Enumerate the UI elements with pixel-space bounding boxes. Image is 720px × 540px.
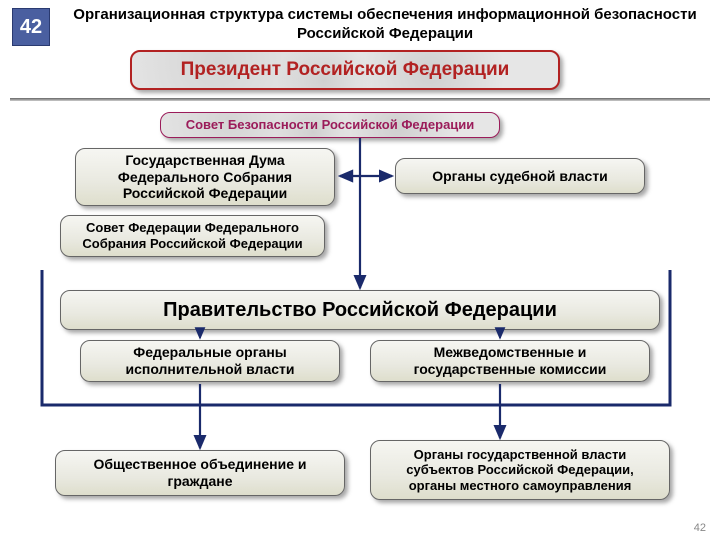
node-regional: Органы государственной власти субъектов …	[370, 440, 670, 500]
node-duma-label: Государственная Дума Федерального Собран…	[86, 152, 324, 202]
slide-number: 42	[20, 16, 42, 39]
node-commissions: Межведомственные и государственные комис…	[370, 340, 650, 382]
node-federal-exec-label: Федеральные органы исполнительной власти	[91, 344, 329, 378]
node-public: Общественное объединение и граждане	[55, 450, 345, 496]
node-security-council-label: Совет Безопасности Российской Федерации	[186, 117, 475, 133]
node-government-label: Правительство Российской Федерации	[163, 298, 557, 322]
slide-title: Организационная структура системы обеспе…	[60, 6, 710, 44]
node-security-council: Совет Безопасности Российской Федерации	[160, 112, 500, 138]
slide-number-badge: 42	[12, 8, 50, 46]
node-commissions-label: Межведомственные и государственные комис…	[381, 344, 639, 378]
node-federation-council-label: Совет Федерации Федерального Собрания Ро…	[71, 220, 314, 251]
divider-line	[10, 98, 710, 101]
node-president: Президент Российской Федерации	[130, 50, 560, 90]
node-president-label: Президент Российской Федерации	[181, 59, 510, 82]
node-public-label: Общественное объединение и граждане	[66, 456, 334, 490]
node-federation-council: Совет Федерации Федерального Собрания Ро…	[60, 215, 325, 257]
node-duma: Государственная Дума Федерального Собран…	[75, 148, 335, 206]
node-regional-label: Органы государственной власти субъектов …	[381, 447, 659, 494]
node-government: Правительство Российской Федерации	[60, 290, 660, 330]
node-judicial: Органы судебной власти	[395, 158, 645, 194]
node-federal-exec: Федеральные органы исполнительной власти	[80, 340, 340, 382]
page-number: 42	[694, 522, 706, 534]
node-judicial-label: Органы судебной власти	[432, 168, 608, 185]
